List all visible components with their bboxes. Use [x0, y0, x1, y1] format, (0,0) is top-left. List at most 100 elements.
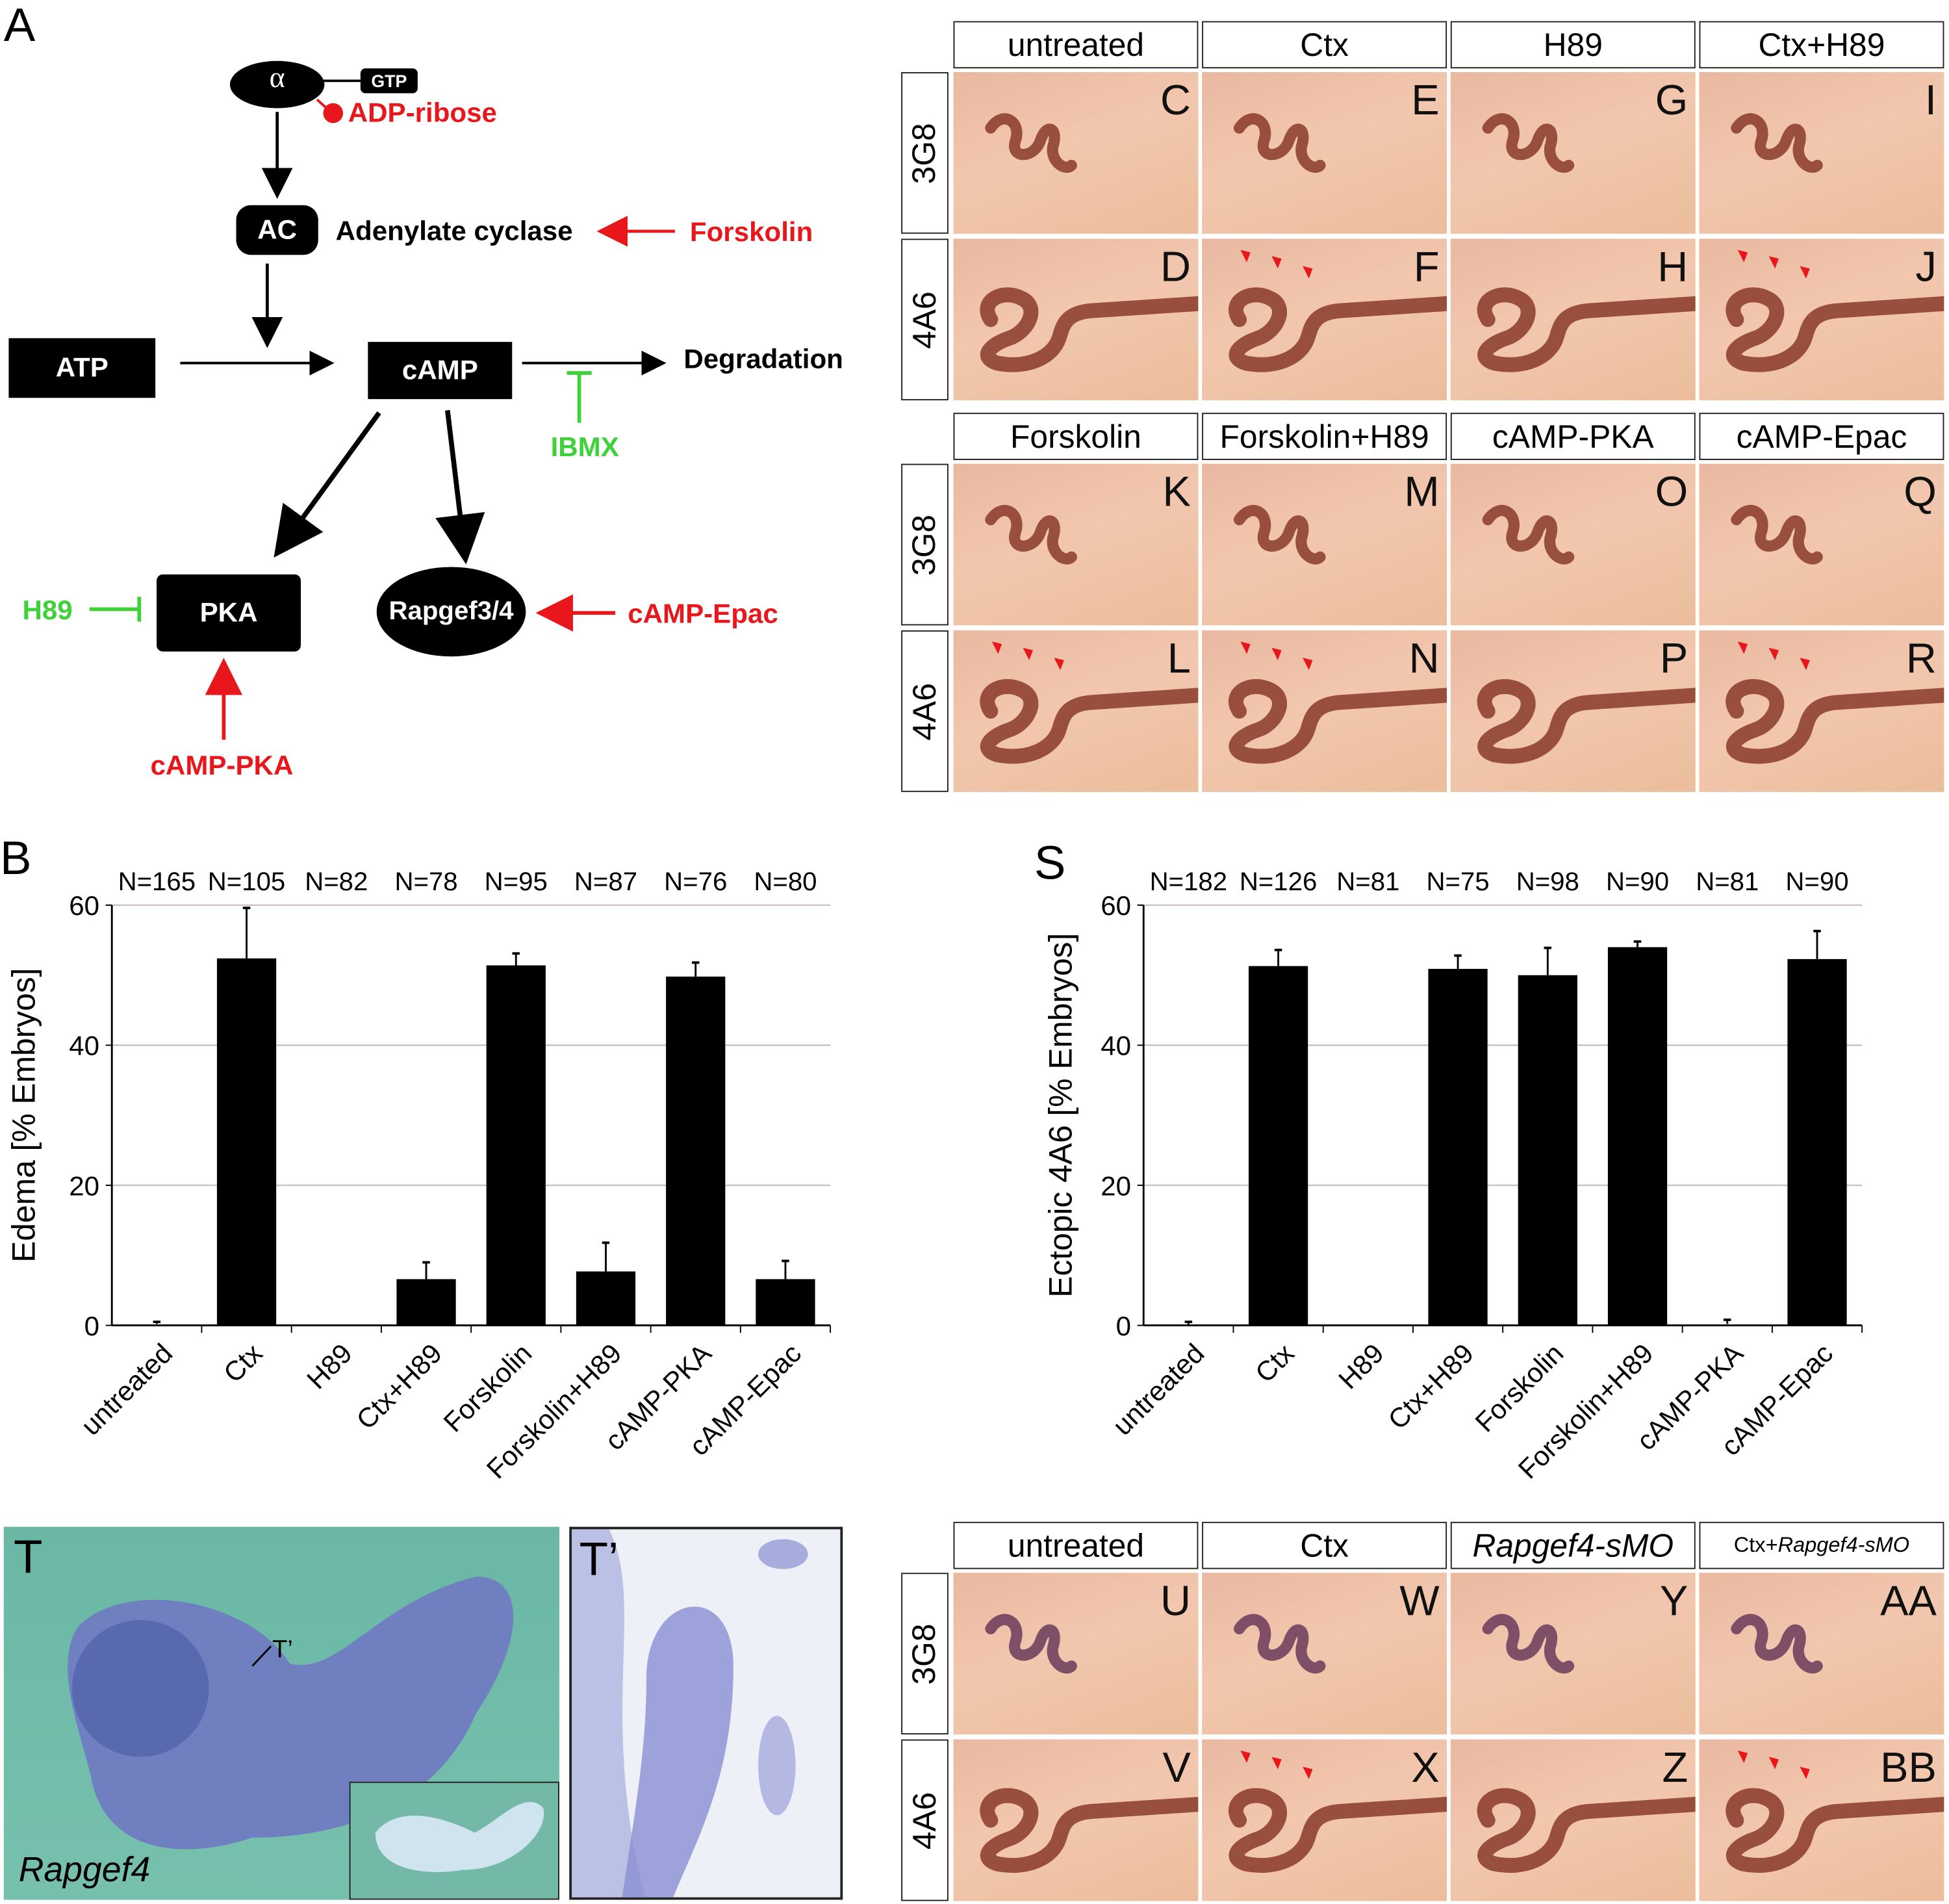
pronephros-stain [1229, 641, 1447, 764]
n-label: N=126 [1240, 867, 1317, 896]
bar [396, 1279, 456, 1326]
panel-letter: W [1399, 1577, 1440, 1625]
bar [216, 958, 277, 1326]
micrograph-panel-n: N [1202, 630, 1447, 792]
micrograph-panel-m: M [1202, 463, 1447, 626]
y-tick-label: 40 [69, 1031, 99, 1061]
n-label: N=98 [1516, 867, 1579, 896]
arrowhead-icon [991, 641, 1002, 654]
pronephros-stain [980, 1788, 1199, 1873]
arrowhead-icon [1800, 266, 1810, 279]
camp-epac-label: cAMP-Epac [628, 598, 778, 630]
column-header: Ctx+H89 [1699, 21, 1944, 69]
micrograph-panel-f: F [1202, 238, 1447, 401]
column-header: untreated [953, 21, 1199, 69]
arrowhead-icon [1303, 658, 1313, 671]
camp-pka-label: cAMP-PKA [150, 749, 294, 781]
panel-letter: N [1408, 635, 1440, 683]
y-axis-label: Ectopic 4A6 [% Embryos] [1042, 933, 1078, 1298]
column-header: H89 [1450, 21, 1696, 69]
panel-label-t: T [14, 1532, 43, 1584]
panel-t-prime-section: T’ [569, 1526, 843, 1900]
column-header: Ctx [1202, 1521, 1447, 1569]
control-embryo-image [375, 1801, 544, 1872]
gtp-node: GTP [360, 68, 418, 94]
micrograph-panel-k: K [953, 463, 1199, 626]
arrowhead-icon [1240, 250, 1251, 263]
x-tick-label: Ctx+H89 [350, 1338, 448, 1435]
row-label-text: 3G8 [905, 514, 943, 576]
micrograph-panel-d: D [953, 238, 1199, 401]
n-label: N=95 [485, 867, 548, 896]
degradation-label: Degradation [683, 343, 843, 374]
n-label: N=78 [394, 867, 457, 896]
column-header: Rapgef4-sMO [1450, 1521, 1696, 1569]
ac-node: AC [236, 205, 318, 255]
pronephros-stain [985, 113, 1077, 173]
n-label: N=90 [1785, 867, 1848, 896]
row-label-text: 3G8 [905, 122, 943, 184]
y-tick-label: 40 [1101, 1031, 1131, 1061]
pronephros-stain [1726, 641, 1944, 764]
arrow-camp-pka [274, 411, 381, 558]
panel-letter: BB [1880, 1744, 1937, 1792]
panel-label-a: A [3, 0, 36, 53]
panel-letter: J [1915, 244, 1937, 291]
column-header: untreated [953, 1521, 1199, 1569]
panel-letter: Q [1904, 469, 1937, 517]
y-tick-label: 20 [69, 1170, 99, 1201]
panel-letter: H [1657, 244, 1688, 291]
pronephros-stain [980, 641, 1199, 764]
panel-letter: U [1160, 1577, 1191, 1625]
arrowhead-icon [1768, 647, 1779, 660]
panel-letter: M [1404, 469, 1440, 517]
row-label-text: 3G8 [905, 1623, 943, 1684]
gene-label: Rapgef4 [18, 1849, 151, 1889]
bar [1428, 968, 1488, 1326]
n-label: N=82 [305, 867, 368, 896]
adp-ribose-dot [323, 103, 344, 123]
panel-label-t-prime: T’ [579, 1534, 619, 1587]
n-label: N=76 [664, 867, 727, 896]
bar [1248, 966, 1308, 1326]
adenylate-cyclase-label: Adenylate cyclase [335, 215, 573, 246]
pronephros-stain [1731, 113, 1823, 173]
arrowhead-icon [1303, 266, 1313, 279]
micrograph-panel-h: H [1450, 238, 1696, 401]
bar [1607, 947, 1668, 1326]
n-label: N=90 [1606, 867, 1669, 896]
bar [1518, 975, 1577, 1326]
pronephros-stain [985, 1614, 1077, 1674]
control-inset [349, 1781, 559, 1900]
bar [486, 965, 546, 1326]
column-header: Ctx [1202, 21, 1447, 69]
row-label-text: 4A6 [905, 682, 943, 740]
header-part-italic: Rapgef4-sMO [1777, 1533, 1910, 1557]
micrograph-panel-i: I [1699, 71, 1944, 234]
g-alpha-subunit [229, 60, 325, 109]
pronephros-stain [1482, 113, 1575, 173]
panel-letter: K [1162, 469, 1191, 517]
y-tick-label: 60 [1101, 890, 1131, 921]
micrograph-panel-u: U [953, 1573, 1199, 1735]
pronephros-stain [1477, 679, 1696, 764]
arrowhead-icon [1768, 1756, 1779, 1769]
row-label-3g8: 3G8 [901, 463, 949, 626]
arrowhead-icon [1240, 1750, 1251, 1764]
panel-letter: C [1160, 77, 1191, 125]
x-tick-label: H89 [1332, 1338, 1390, 1395]
y-tick-label: 20 [1101, 1170, 1131, 1201]
pronephros-stain [985, 505, 1077, 565]
pronephros-stain [1482, 1614, 1575, 1674]
micrograph-panel-o: O [1450, 463, 1696, 626]
column-header: Ctx+ Rapgef4-sMO [1699, 1521, 1944, 1569]
edema-bar-chart: 0 20 40 60 Edema [% Embryos] N=165 untreated N=… [6, 867, 832, 1485]
arrowhead-icon [1768, 256, 1779, 269]
arrowhead-icon [1800, 658, 1810, 671]
bar [756, 1279, 815, 1326]
bar [576, 1271, 636, 1326]
x-tick-label: untreated [75, 1338, 178, 1441]
arrowhead-icon [1303, 1766, 1313, 1779]
h89-label: H89 [22, 594, 73, 626]
micrograph-panel-j: J [1699, 238, 1944, 401]
